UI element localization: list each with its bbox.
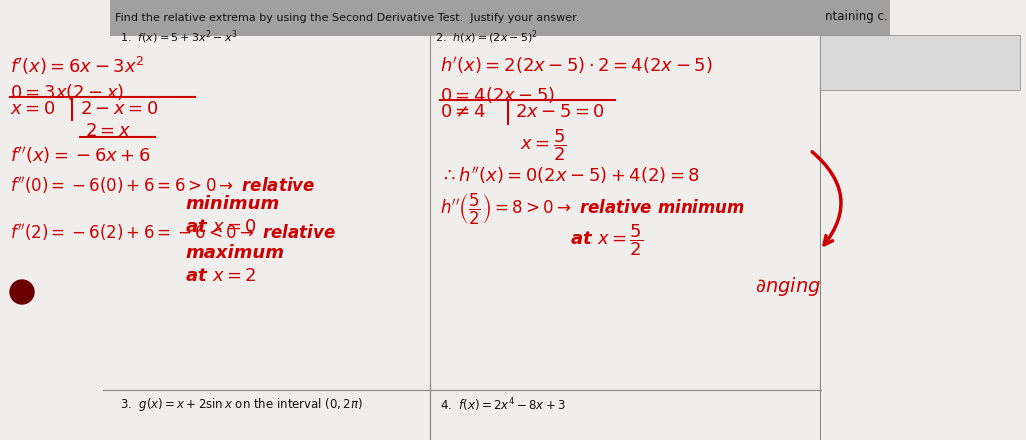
Text: $x=0$: $x=0$ [10,100,55,118]
Text: minimum: minimum [185,195,279,213]
Text: Find the relative extrema by using the Second Derivative Test.  Justify your ans: Find the relative extrema by using the S… [115,13,580,23]
Text: $f''(x)=-6x+6$: $f''(x)=-6x+6$ [10,145,151,166]
Text: $0\neq4$: $0\neq4$ [440,103,486,121]
Text: $2=x$: $2=x$ [85,122,131,140]
FancyBboxPatch shape [110,0,890,36]
Text: 4.  $f(x) = 2x^4 - 8x + 3$: 4. $f(x) = 2x^4 - 8x + 3$ [440,396,565,414]
Text: $x=\dfrac{5}{2}$: $x=\dfrac{5}{2}$ [520,127,566,163]
Text: ntaining c.: ntaining c. [825,10,887,22]
Text: $f''(0)=-6(0)+6=6>0\rightarrow$ relative: $f''(0)=-6(0)+6=6>0\rightarrow$ relative [10,175,315,196]
Text: $0=3x(2-x)$: $0=3x(2-x)$ [10,82,124,102]
Text: $h''\left(\dfrac{5}{2}\right)=8>0\rightarrow$ relative minimum: $h''\left(\dfrac{5}{2}\right)=8>0\righta… [440,192,745,227]
Text: 1.  $f(x) = 5 + 3x^2 - x^3$: 1. $f(x) = 5 + 3x^2 - x^3$ [120,28,238,46]
Circle shape [10,280,34,304]
Text: at $x=0$: at $x=0$ [185,218,256,236]
Text: at $x=\dfrac{5}{2}$: at $x=\dfrac{5}{2}$ [570,222,643,258]
FancyArrowPatch shape [813,152,841,245]
Text: $\therefore h''(x)=0(2x-5)+4(2)=8$: $\therefore h''(x)=0(2x-5)+4(2)=8$ [440,165,700,186]
Text: $\partial nging$: $\partial nging$ [755,275,821,298]
Text: $h'(x)=2(2x-5)\cdot2=4(2x-5)$: $h'(x)=2(2x-5)\cdot2=4(2x-5)$ [440,55,713,76]
Text: 2.  $h(x) = (2x - 5)^2$: 2. $h(x) = (2x - 5)^2$ [435,28,538,46]
Text: maximum: maximum [185,244,284,262]
Text: $f'(x)=6x-3x^2$: $f'(x)=6x-3x^2$ [10,55,145,77]
Text: $f''(2)=-6(2)+6=-6<0\rightarrow$ relative: $f''(2)=-6(2)+6=-6<0\rightarrow$ relativ… [10,222,336,243]
Text: 3.  $g(x) = x + 2\sin x$ on the interval $(0, 2\pi)$: 3. $g(x) = x + 2\sin x$ on the interval … [120,396,363,413]
Text: $0=4(2x-5)$: $0=4(2x-5)$ [440,85,555,105]
Text: $2x-5=0$: $2x-5=0$ [515,103,604,121]
Text: $2-x=0$: $2-x=0$ [80,100,158,118]
FancyBboxPatch shape [820,35,1020,90]
Text: at $x=2$: at $x=2$ [185,267,256,285]
